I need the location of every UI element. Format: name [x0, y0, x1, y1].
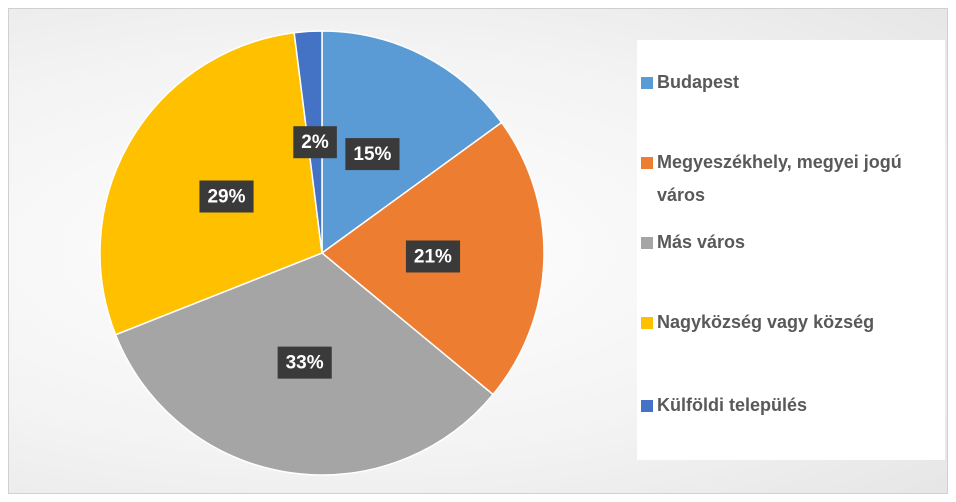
legend-swatch: [641, 237, 653, 249]
data-label: 15%: [353, 144, 391, 165]
data-label-box: [405, 240, 461, 273]
legend-item: Megyeszékhely, megyei jogú város: [641, 146, 931, 212]
data-label: 33%: [286, 353, 324, 374]
legend-swatch: [641, 317, 653, 329]
legend-label: Megyeszékhely, megyei jogú város: [657, 152, 902, 205]
legend-item: Budapest: [641, 66, 931, 99]
data-label: 21%: [414, 247, 452, 268]
legend-label: Budapest: [657, 72, 740, 92]
legend-label: Más város: [657, 232, 746, 252]
legend-label: Külföldi település: [657, 395, 808, 415]
data-label: 29%: [207, 187, 245, 208]
legend-item: Más város: [641, 226, 931, 259]
legend-item: Külföldi település: [641, 389, 931, 422]
pie-slice: [321, 30, 503, 255]
data-label-box: [199, 180, 254, 213]
legend-swatch: [641, 400, 653, 412]
data-label-box: [345, 138, 400, 171]
legend-swatch: [641, 77, 653, 89]
legend-swatch: [641, 157, 653, 169]
data-label: 2%: [301, 132, 329, 153]
legend-item: Nagyközség vagy község: [641, 306, 931, 339]
legend: Budapest Megyeszékhely, megyei jogú város…: [637, 40, 945, 460]
data-label-box: [293, 126, 337, 159]
legend-label: Nagyközség vagy község: [657, 312, 875, 332]
data-label-box: [277, 346, 332, 379]
